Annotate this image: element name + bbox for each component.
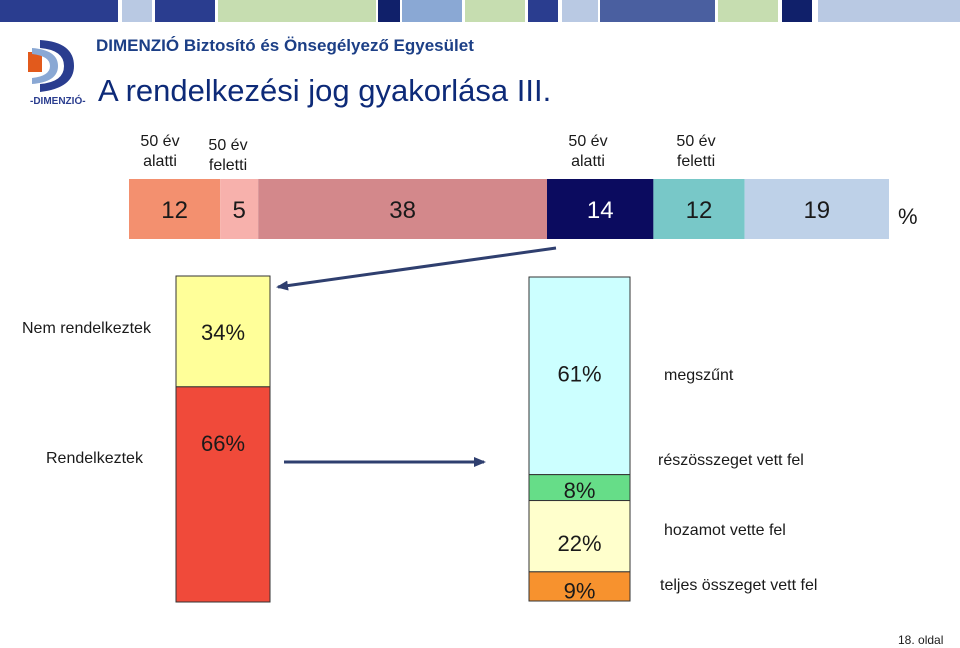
segment-description: részösszeget vett fel — [658, 452, 804, 469]
segment-value-label: 14 — [587, 197, 614, 224]
strip-block — [0, 0, 118, 22]
bar-segment — [220, 179, 259, 239]
bar-segment — [653, 179, 745, 239]
strip-block — [122, 0, 152, 22]
strip-block — [782, 0, 812, 22]
strip-block — [218, 0, 376, 22]
strip-block — [402, 0, 462, 22]
stacked-bar-top: 12 5 38 14 12 19 — [129, 179, 889, 239]
bar-segment — [528, 571, 631, 602]
segment-value-label: 5 — [233, 197, 246, 224]
segment-value-label: 9% — [564, 579, 596, 604]
strip-block — [378, 0, 400, 22]
company-name: DIMENZIÓ Biztosító és Önsegélyező Egyesü… — [96, 36, 474, 55]
bar-segment — [528, 276, 631, 476]
bar-segment — [547, 179, 654, 239]
column-header-line: 50 év — [676, 133, 716, 150]
bar-segment — [175, 386, 271, 603]
segment-description: megszűnt — [664, 367, 734, 384]
column-header-line: 50 év — [568, 133, 608, 150]
stacked-bar-left: 34% 66% — [175, 275, 271, 603]
segment-value-label: 8% — [564, 478, 596, 503]
column-header: 50 év alatti — [556, 132, 620, 172]
strip-block — [528, 0, 558, 22]
strip-block — [818, 0, 960, 22]
column-header-line: 50 év — [140, 133, 180, 150]
unit-label: % — [898, 204, 918, 229]
page-title: A rendelkezési jog gyakorlása III. — [98, 73, 552, 108]
strip-block — [155, 0, 215, 22]
column-header-line: feletti — [676, 153, 716, 170]
bar-segment — [528, 500, 631, 573]
bar-segment — [258, 179, 547, 239]
stacked-bar-right: 61% 8% 22% 9% — [528, 276, 631, 604]
column-header: 50 év feletti — [196, 136, 260, 176]
page-number: 18. oldal — [898, 633, 944, 647]
segment-value-label: 61% — [557, 362, 601, 387]
bar-segment — [175, 275, 271, 388]
segment-value-label: 12 — [161, 197, 188, 224]
connector-arrow-upper — [276, 246, 557, 291]
strip-block — [562, 0, 598, 22]
decorative-top-strip — [0, 0, 960, 22]
strip-block — [718, 0, 778, 22]
strip-block — [465, 0, 525, 22]
segment-description: hozamot vette fel — [664, 522, 786, 539]
column-header-line: 50 év — [208, 137, 248, 154]
column-header-line: alatti — [143, 153, 177, 170]
logo-mark — [28, 40, 74, 92]
column-header-line: feletti — [208, 157, 248, 174]
logo-text: -DIMENZIÓ- — [30, 96, 86, 107]
column-header: 50 év alatti — [128, 132, 192, 172]
column-header-line: alatti — [571, 153, 605, 170]
bar-segment — [129, 179, 221, 239]
company-logo: -DIMENZIÓ- — [28, 34, 88, 108]
segment-value-label: 38 — [389, 197, 416, 224]
column-header: 50 év feletti — [664, 132, 728, 172]
segment-description: teljes összeget vett fel — [660, 577, 818, 594]
category-label: Rendelkeztek — [46, 450, 143, 467]
bar-segment — [528, 474, 631, 502]
segment-value-label: 34% — [201, 320, 245, 345]
segment-value-label: 12 — [686, 197, 713, 224]
segment-value-label: 19 — [803, 197, 830, 224]
bar-segment — [744, 179, 889, 239]
strip-block — [600, 0, 715, 22]
segment-value-label: 22% — [557, 531, 601, 556]
category-label: Nem rendelkeztek — [22, 320, 151, 337]
segment-value-label: 66% — [201, 431, 245, 456]
